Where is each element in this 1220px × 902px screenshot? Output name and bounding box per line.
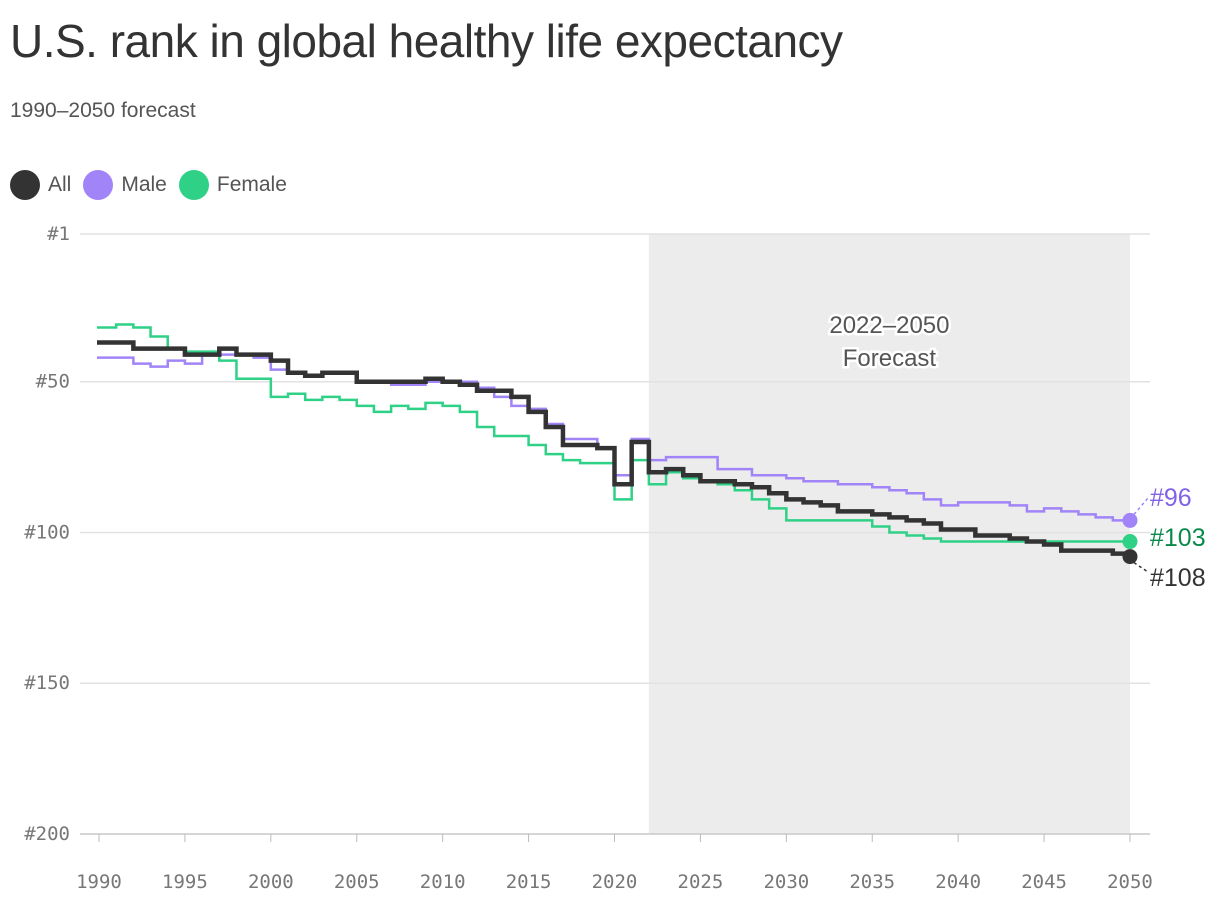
end-point-female (1122, 534, 1138, 550)
end-point-all (1122, 549, 1138, 565)
legend-label-female: Female (216, 173, 287, 196)
end-point-male (1122, 512, 1138, 528)
end-label-male: #96 (1150, 484, 1192, 512)
legend-label-all: All (48, 173, 72, 196)
series-line-female (97, 323, 1130, 543)
x-tick-label: 1990 (76, 871, 122, 893)
legend-swatch-male (83, 170, 114, 200)
y-tick-label: #200 (24, 823, 70, 845)
series-line-all (97, 340, 1133, 557)
legend-swatch-all (10, 170, 40, 200)
forecast-label: 2022–2050 (829, 312, 949, 339)
legend-label-male: Male (121, 173, 167, 196)
leader-line-all (1133, 561, 1149, 573)
forecast-label: Forecast (843, 345, 937, 372)
x-tick-label: 2035 (849, 871, 895, 893)
x-tick-label: 1995 (162, 871, 208, 893)
y-tick-label: #100 (24, 521, 70, 543)
legend-item-all: All (10, 170, 71, 200)
end-label-all: #108 (1150, 564, 1206, 592)
x-tick-label: 2025 (678, 871, 724, 893)
leader-line-male (1133, 497, 1149, 515)
x-tick-label: 2030 (763, 871, 809, 893)
chart-subtitle: 1990–2050 forecast (10, 99, 196, 122)
x-tick-label: 2020 (592, 871, 638, 893)
legend-swatch-female (178, 170, 209, 200)
x-tick-label: 2005 (334, 871, 380, 893)
chart-title: U.S. rank in global healthy life expecta… (10, 15, 843, 67)
forecast-region (648, 234, 1130, 834)
y-tick-label: #50 (36, 371, 70, 393)
legend-item-female: Female (178, 170, 287, 200)
x-tick-label: 2015 (506, 871, 552, 893)
y-tick-label: #1 (47, 223, 70, 245)
end-label-female: #103 (1150, 524, 1206, 552)
x-tick-label: 2045 (1021, 871, 1067, 893)
legend: All Male Female (10, 170, 299, 200)
x-tick-label: 2010 (420, 871, 466, 893)
y-tick-label: #150 (24, 672, 70, 694)
x-tick-label: 2000 (248, 871, 294, 893)
x-tick-label: 2040 (935, 871, 981, 893)
x-tick-label: 2050 (1107, 871, 1153, 893)
legend-item-male: Male (83, 170, 167, 200)
